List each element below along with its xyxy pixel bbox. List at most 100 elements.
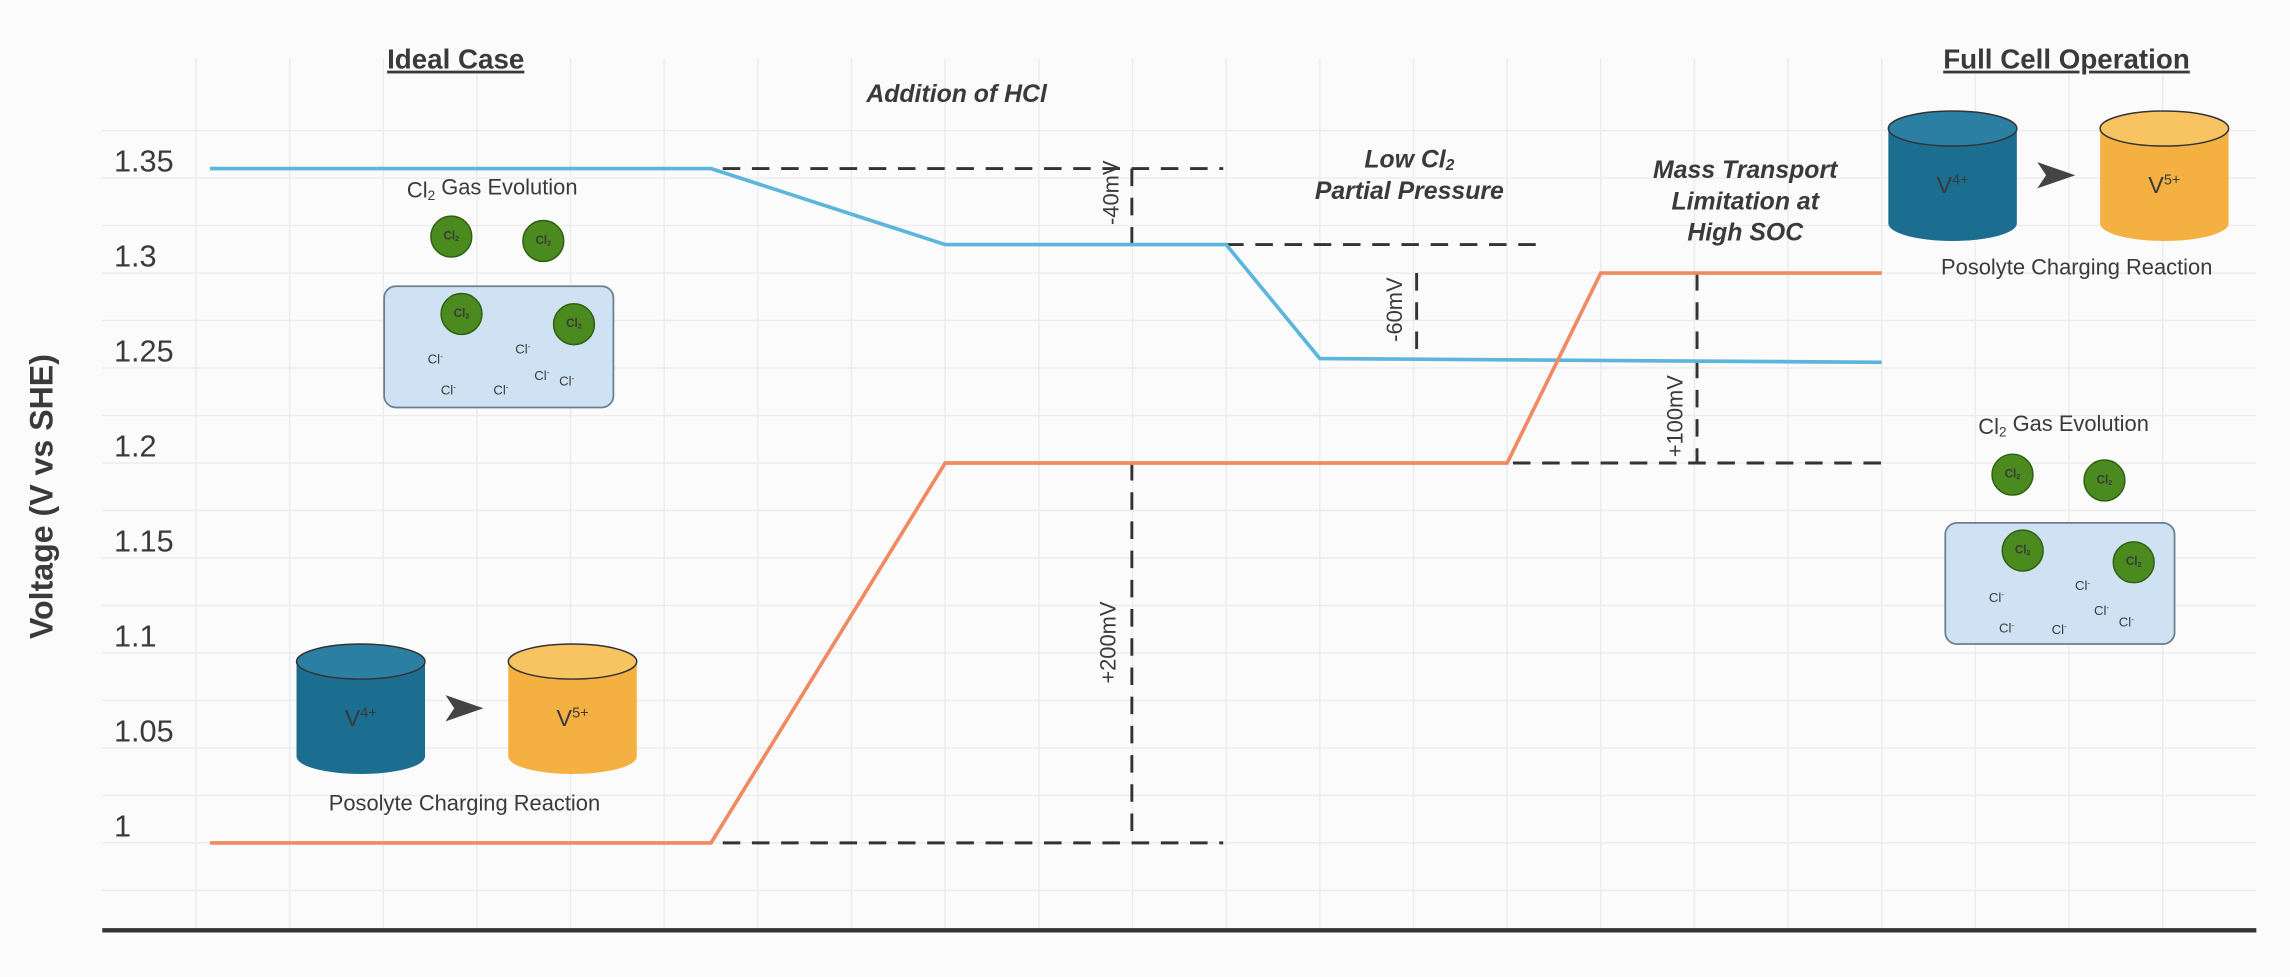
text-part: - bbox=[506, 383, 509, 392]
y-tick-label: 1.1 bbox=[114, 619, 157, 653]
text-part: - bbox=[2087, 579, 2090, 588]
reaction-label: Posolyte Charging Reaction bbox=[1941, 254, 2212, 279]
text-part: Cl bbox=[2126, 555, 2138, 568]
text-part: V bbox=[2148, 172, 2164, 198]
y-tick-label: 1.25 bbox=[114, 335, 174, 369]
y-tick-label: 1.3 bbox=[114, 240, 157, 274]
cl2-bubble bbox=[522, 219, 565, 263]
text-part: Cl bbox=[407, 177, 428, 202]
text-part: 2 bbox=[578, 322, 582, 331]
species-label: V5+ bbox=[556, 705, 588, 731]
reactant-cylinder-top bbox=[295, 643, 426, 680]
y-tick-label: 1.15 bbox=[114, 524, 174, 558]
text-part: Cl bbox=[2119, 615, 2131, 630]
species-label: V5+ bbox=[2148, 172, 2180, 198]
text-part: - bbox=[440, 352, 443, 361]
ion-label: Cl- bbox=[2094, 603, 2109, 618]
event-label: Partial Pressure bbox=[1315, 178, 1504, 205]
ion-label: Cl- bbox=[559, 374, 574, 389]
text-part: - bbox=[2001, 590, 2004, 599]
text-part: Cl bbox=[2097, 474, 2109, 487]
text-part: Cl bbox=[535, 234, 547, 247]
panel-title: Full Cell Operation bbox=[1943, 44, 2190, 75]
text-part: 2 bbox=[2108, 478, 2112, 487]
series-line bbox=[209, 166, 1882, 365]
text-part: Cl bbox=[2094, 603, 2106, 618]
product-cylinder bbox=[2100, 128, 2229, 241]
text-part: Cl bbox=[493, 383, 505, 398]
text-part: 2 bbox=[1445, 157, 1455, 174]
text-part: Cl bbox=[443, 230, 455, 243]
text-part: Limitation at bbox=[1671, 188, 1820, 215]
text-part: 2 bbox=[1999, 424, 2007, 439]
text-part: 5+ bbox=[2164, 172, 2181, 188]
text-part: Cl bbox=[1989, 590, 2001, 605]
ion-label: Cl- bbox=[1989, 590, 2004, 605]
molecule-label: Cl2 bbox=[443, 230, 459, 243]
molecule-label: Cl2 bbox=[2097, 474, 2113, 487]
reaction-label: Posolyte Charging Reaction bbox=[329, 790, 600, 815]
product-cylinder-top bbox=[507, 643, 638, 680]
ion-label: Cl- bbox=[428, 352, 443, 367]
text-part: Cl bbox=[428, 352, 440, 367]
y-tick-label: 1 bbox=[114, 809, 131, 843]
text-part: 4+ bbox=[1952, 172, 1968, 188]
text-part: Cl bbox=[1999, 621, 2011, 636]
text-part: 2 bbox=[428, 188, 436, 203]
y-tick-label: 1.2 bbox=[114, 429, 157, 463]
text-part: Cl bbox=[2052, 622, 2064, 637]
text-part: 2 bbox=[465, 311, 469, 320]
event-label: High SOC bbox=[1687, 219, 1804, 246]
reactant-cylinder-top bbox=[1887, 110, 2018, 147]
text-part: 5+ bbox=[572, 705, 589, 721]
cl2-bubble bbox=[1991, 453, 2034, 496]
molecule-label: Cl2 bbox=[566, 317, 582, 330]
text-part: 2 bbox=[2016, 472, 2020, 481]
text-part: Partial Pressure bbox=[1315, 178, 1504, 205]
text-part: Mass Transport bbox=[1653, 156, 1839, 183]
text-part: V bbox=[345, 705, 361, 731]
text-part: - bbox=[2064, 622, 2067, 631]
text-part: Cl bbox=[559, 374, 571, 389]
shift-label: -40mV bbox=[1099, 160, 1124, 225]
molecule-label: Cl2 bbox=[2005, 468, 2021, 481]
cl2-bubble bbox=[2001, 529, 2044, 572]
text-part: 2 bbox=[547, 238, 551, 247]
text-part: - bbox=[528, 342, 531, 351]
ion-label: Cl- bbox=[534, 368, 549, 383]
text-part: - bbox=[2011, 621, 2014, 630]
event-label: Addition of HCl bbox=[865, 80, 1048, 107]
text-part: 2 bbox=[2027, 548, 2031, 557]
molecule-label: Cl2 bbox=[535, 234, 551, 247]
product-cylinder-top bbox=[2099, 110, 2230, 147]
molecule-label: Cl2 bbox=[2015, 544, 2031, 557]
series-line bbox=[209, 271, 1882, 845]
text-part: Gas Evolution bbox=[435, 174, 577, 199]
shift-label: +100mV bbox=[1662, 375, 1687, 458]
text-part: Addition of HCl bbox=[865, 80, 1048, 107]
text-part: Cl bbox=[534, 368, 546, 383]
text-part: Cl bbox=[1978, 414, 1999, 439]
y-tick-label: 1.05 bbox=[114, 714, 174, 748]
text-part: - bbox=[547, 368, 550, 377]
text-part: V bbox=[556, 705, 572, 731]
text-part: Cl bbox=[2075, 579, 2087, 594]
text-part: Cl bbox=[2015, 544, 2027, 557]
text-part: - bbox=[2131, 615, 2134, 624]
text-part: - bbox=[2106, 603, 2109, 612]
text-part: Cl bbox=[2005, 468, 2017, 481]
cl2-bubble bbox=[552, 303, 596, 346]
ion-label: Cl- bbox=[441, 383, 456, 398]
text-part: High SOC bbox=[1687, 219, 1804, 246]
text-part: Cl bbox=[441, 383, 453, 398]
text-part: - bbox=[453, 383, 456, 392]
ion-label: Cl- bbox=[515, 342, 530, 357]
text-part: Cl bbox=[566, 317, 578, 330]
cl2-bubble bbox=[440, 292, 483, 336]
gas-label: Cl2 Gas Evolution bbox=[407, 174, 578, 202]
species-label: V4+ bbox=[345, 705, 377, 731]
ion-label: Cl- bbox=[2052, 622, 2067, 637]
text-part: Cl bbox=[454, 307, 466, 320]
text-part: V bbox=[1937, 172, 1953, 198]
